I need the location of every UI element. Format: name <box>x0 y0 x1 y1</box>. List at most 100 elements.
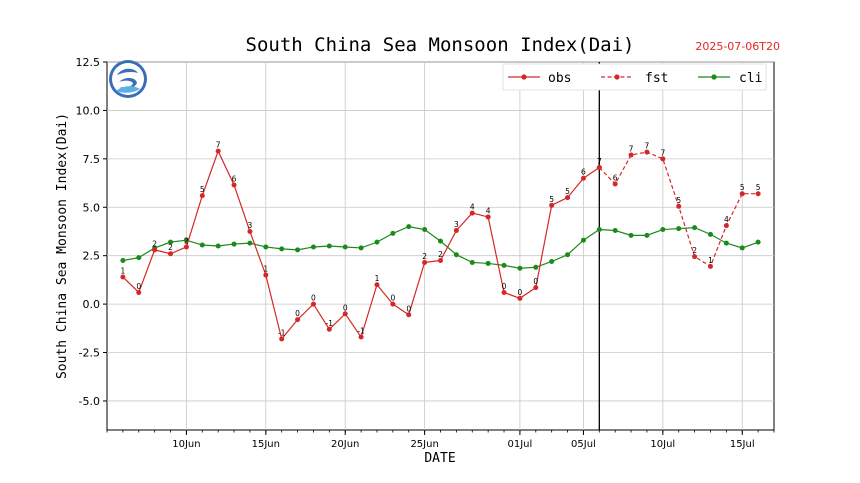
series-fst-point <box>628 152 634 158</box>
series-obs-data-label: 0 <box>518 288 523 297</box>
series-obs-data-label: 4 <box>470 203 475 212</box>
series-obs-data-label: 5 <box>565 187 570 196</box>
legend-obs-label: obs <box>548 71 571 86</box>
y-tick-label: 2.5 <box>83 250 101 263</box>
series-cli-point <box>406 224 412 230</box>
series-cli-point <box>549 258 555 264</box>
series-cli-point <box>120 258 126 264</box>
series-obs-data-label: 2 <box>422 252 427 261</box>
series-obs-point <box>549 202 555 208</box>
series-fst-point <box>676 203 682 209</box>
series-cli-point <box>295 247 301 253</box>
series-cli-point <box>612 228 618 234</box>
y-tick-label: -2.5 <box>79 347 100 360</box>
series-fst-point <box>612 181 618 187</box>
series-obs-data-label: 0 <box>502 282 507 291</box>
series-fst-data-label: 5 <box>740 183 745 192</box>
series-cli-point <box>279 246 285 252</box>
series-cli-point <box>136 255 142 261</box>
y-tick-label: 10.0 <box>76 104 101 117</box>
series-obs-data-label: 1 <box>375 274 380 283</box>
x-tick-label: 05Jul <box>571 439 596 450</box>
series-cli-point <box>263 244 269 250</box>
series-cli-point <box>628 232 634 238</box>
series-fst: 7 6 7 7 7 5 2 1 4 5 5 <box>596 142 761 269</box>
y-axis-label: South China Sea Monsoon Index(Dai) <box>55 113 70 379</box>
x-tick-label: 15Jun <box>252 439 280 450</box>
series-obs-data-label: 6 <box>232 174 237 183</box>
x-tick-label: 01Jul <box>508 439 533 450</box>
issue-time-label: 2025-07-06T20 <box>695 40 780 53</box>
y-tick-label: 5.0 <box>83 201 101 214</box>
series-obs-point <box>183 244 189 250</box>
series-cli-point <box>755 239 761 245</box>
series-obs-point <box>453 228 459 234</box>
series-cli-point <box>390 230 396 236</box>
series-obs-data-label: -1 <box>357 327 365 336</box>
x-tick-label: 25Jun <box>410 439 438 450</box>
series-obs-point <box>168 251 174 257</box>
grid-lines <box>107 61 774 430</box>
series-cli-point <box>596 227 602 233</box>
series-fst-data-label: 7 <box>597 157 602 166</box>
series-obs-data-label: 5 <box>200 185 205 194</box>
x-tick-label: 10Jul <box>650 439 675 450</box>
y-tick-label: 12.5 <box>76 56 101 69</box>
plot-area <box>106 61 775 431</box>
series-cli-point <box>723 240 729 246</box>
series-obs-data-label: 5 <box>549 195 554 204</box>
series-fst-data-label: 6 <box>613 174 618 183</box>
series-fst-data-label: 7 <box>660 148 665 157</box>
series-obs-point <box>326 326 332 332</box>
series-obs-data-label: 6 <box>581 168 586 177</box>
series-fst-data-label: 2 <box>692 246 697 255</box>
series-obs-point <box>485 214 491 220</box>
series-fst-point <box>660 156 666 162</box>
x-tick-label: 10Jun <box>172 439 200 450</box>
x-tick-label: 20Jun <box>331 439 359 450</box>
series-obs-data-label: 1 <box>120 266 125 275</box>
legend-fst-label: fst <box>645 71 668 86</box>
agency-logo <box>109 60 147 98</box>
series-obs-data-label: 0 <box>390 294 395 303</box>
series-obs-point <box>231 182 237 188</box>
series-cli-point <box>739 245 745 251</box>
series-fst-data-label: 4 <box>724 215 729 224</box>
series-cli-point <box>707 231 713 237</box>
y-axis-ticks: -5.0 -2.5 0.0 2.5 5.0 7.5 10.0 12.5 <box>76 56 107 408</box>
y-tick-label: -5.0 <box>79 395 100 408</box>
series-cli-point <box>469 259 475 265</box>
series-obs-data-label: 7 <box>597 157 602 166</box>
series-fst-point <box>596 165 602 171</box>
series-obs-data-label: 3 <box>454 220 459 229</box>
legend-cli-marker <box>711 74 717 80</box>
series-obs-point <box>120 274 126 280</box>
series-obs-data-label: 2 <box>168 243 173 252</box>
series-obs-point <box>565 195 571 201</box>
series-obs-point <box>390 301 396 307</box>
series-fst-data-label: 7 <box>629 144 634 153</box>
series-obs-point <box>422 259 428 265</box>
x-axis-ticks: 10Jun 15Jun 20Jun 25Jun 01Jul 05Jul 10Jul 15Jul <box>106 430 775 450</box>
series-obs-point <box>263 272 269 278</box>
series-obs-point <box>215 148 221 154</box>
series-fst-data-label: 5 <box>756 183 761 192</box>
series-obs-point <box>342 311 348 317</box>
series-obs-data-label: 1 <box>263 265 268 274</box>
series-obs-point <box>152 247 158 253</box>
series-cli <box>120 224 761 271</box>
series-cli-point <box>358 245 364 251</box>
x-tick-label: 15Jul <box>730 439 755 450</box>
series-cli-point <box>580 237 586 243</box>
series-cli-point <box>438 238 443 244</box>
series-cli-point <box>533 264 539 270</box>
series-obs-data-label: 2 <box>438 250 443 259</box>
series-obs-data-label: 2 <box>152 239 157 248</box>
series-cli-point <box>247 240 253 246</box>
series-obs-point <box>358 334 364 340</box>
series-obs-point <box>517 295 523 301</box>
series-fst-data-label: 7 <box>645 142 650 151</box>
series-cli-point <box>199 242 205 248</box>
